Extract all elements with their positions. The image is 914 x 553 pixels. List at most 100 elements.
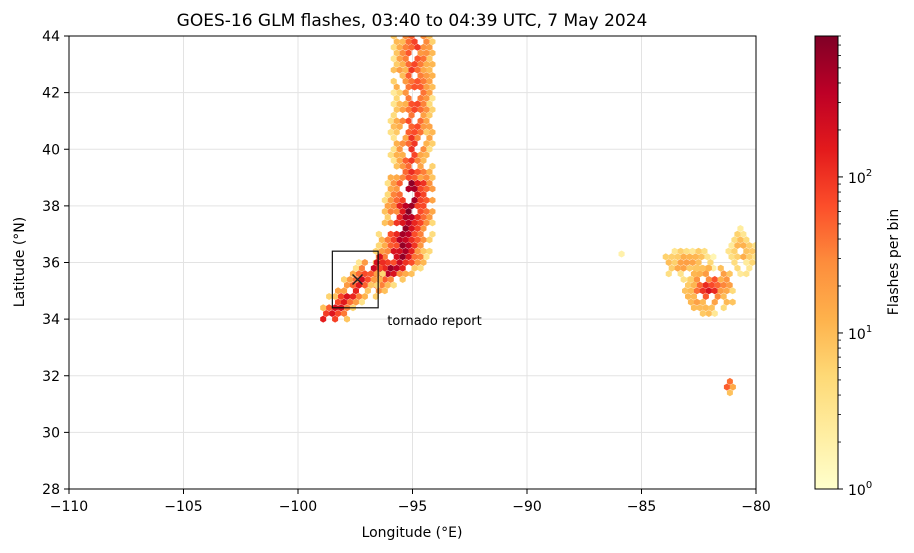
hexbin-cell — [668, 264, 675, 272]
hexbin-cell — [699, 287, 706, 295]
hexbin-cell — [671, 247, 678, 255]
hexbin-cell — [370, 276, 377, 283]
hexbin-cell — [685, 293, 691, 300]
hexbin-cell — [420, 89, 427, 97]
hexbin-cell — [399, 219, 406, 227]
hexbin-cell — [405, 208, 412, 215]
hexbin-cell — [417, 151, 424, 159]
hexbin-cell — [693, 264, 700, 272]
hexbin-cell — [682, 287, 688, 295]
hexbin-cell — [728, 253, 735, 261]
hexbin-cell — [687, 276, 694, 283]
hexbin-cell — [426, 111, 433, 119]
hexbin-cell — [408, 43, 415, 51]
y-tick-label: 42 — [42, 86, 60, 102]
hexbin-cell — [402, 134, 409, 142]
hexbin-cell — [417, 174, 424, 182]
hexbin-cell — [740, 230, 747, 238]
hexbin-cell — [408, 145, 415, 153]
hexbin-cell — [420, 66, 427, 74]
hexbin-cell — [408, 66, 415, 74]
hexbin-cell — [390, 281, 397, 289]
hexbin-cell — [414, 100, 421, 108]
hexbin-cell — [381, 208, 388, 215]
hexbin-layer — [320, 36, 756, 397]
hexbin-cell — [402, 225, 409, 232]
hexbin-cell — [690, 293, 697, 300]
hexbin-cell — [381, 242, 388, 249]
x-tick-label: −80 — [741, 499, 771, 515]
hexbin-cell — [423, 140, 430, 148]
hexbin-cell — [699, 310, 706, 317]
hexbin-cell — [393, 38, 400, 46]
hexbin-cell — [408, 168, 415, 176]
hexbin-cell — [408, 225, 415, 232]
hexbin-cell — [390, 111, 397, 119]
hexbin-cell — [332, 293, 339, 300]
hexbin-cell — [346, 276, 353, 283]
hexbin-cell — [390, 157, 397, 165]
y-tick-label: 34 — [42, 312, 60, 328]
hexbin-cell — [692, 253, 699, 261]
hexbin-cell — [326, 304, 333, 312]
hexbin-cell — [717, 276, 724, 283]
hexbin-cell — [396, 66, 403, 74]
hexbin-cell — [423, 128, 430, 136]
hexbin-cell — [411, 151, 418, 159]
hexbin-cell — [704, 253, 711, 261]
hexbin-cell — [393, 151, 400, 159]
hexbin-cell — [728, 242, 735, 249]
hexbin-cell — [417, 83, 424, 91]
hexbin-cell — [402, 168, 409, 176]
hexbin-cell — [393, 117, 400, 125]
hexbin-cell — [393, 162, 400, 170]
hexbin-cell — [420, 36, 427, 40]
hexbin-cell — [420, 100, 427, 108]
hexbin-cell — [341, 287, 348, 295]
hexbin-cell — [429, 196, 436, 204]
hexbin-cell — [402, 236, 409, 244]
hexbin-cell — [387, 128, 394, 136]
hexbin-cell — [717, 264, 724, 272]
hexbin-cell — [338, 293, 345, 300]
hexbin-cell — [346, 298, 353, 306]
hexbin-cell — [411, 60, 418, 68]
hexbin-cell — [358, 264, 365, 272]
hexbin-cell — [387, 276, 394, 283]
hexbin-cell — [364, 287, 371, 295]
y-tick-label: 36 — [42, 256, 60, 272]
hexbin-cell — [384, 236, 391, 244]
hexbin-cell — [396, 179, 403, 187]
hexbin-cell — [707, 259, 714, 266]
hexbin-cell — [423, 253, 430, 261]
hexbin-cell — [399, 60, 406, 68]
hexbin-cell — [417, 196, 424, 204]
hexbin-cell — [696, 270, 703, 278]
hexbin-cell — [729, 383, 736, 391]
hexbin-cell — [417, 230, 424, 238]
hexbin-cell — [405, 242, 412, 249]
hexbin-cell — [429, 128, 436, 136]
hexbin-cell — [367, 270, 374, 278]
hexbin-cell — [399, 117, 406, 125]
hexbin-cell — [387, 151, 394, 159]
hexbin-cell — [414, 157, 421, 165]
hexbin-cell — [734, 230, 741, 238]
hexbin-cell — [335, 310, 342, 317]
hexbin-cell — [405, 49, 412, 57]
hexbin-cell — [417, 106, 424, 114]
hexbin-cell — [740, 253, 747, 261]
hexbin-cell — [423, 174, 430, 182]
hexbin-cell — [396, 100, 403, 108]
hexbin-cell — [396, 202, 403, 210]
hexbin-cell — [734, 253, 741, 261]
hexbin-cell — [699, 264, 706, 272]
hexbin-cell — [384, 281, 391, 289]
hexbin-cell — [752, 253, 756, 261]
hexbin-cell — [402, 89, 409, 97]
hexbin-cell — [390, 179, 397, 187]
hexbin-cell — [396, 191, 403, 199]
hexbin-cell — [411, 140, 418, 148]
hexbin-cell — [408, 134, 415, 142]
hexbin-cell — [696, 281, 703, 289]
